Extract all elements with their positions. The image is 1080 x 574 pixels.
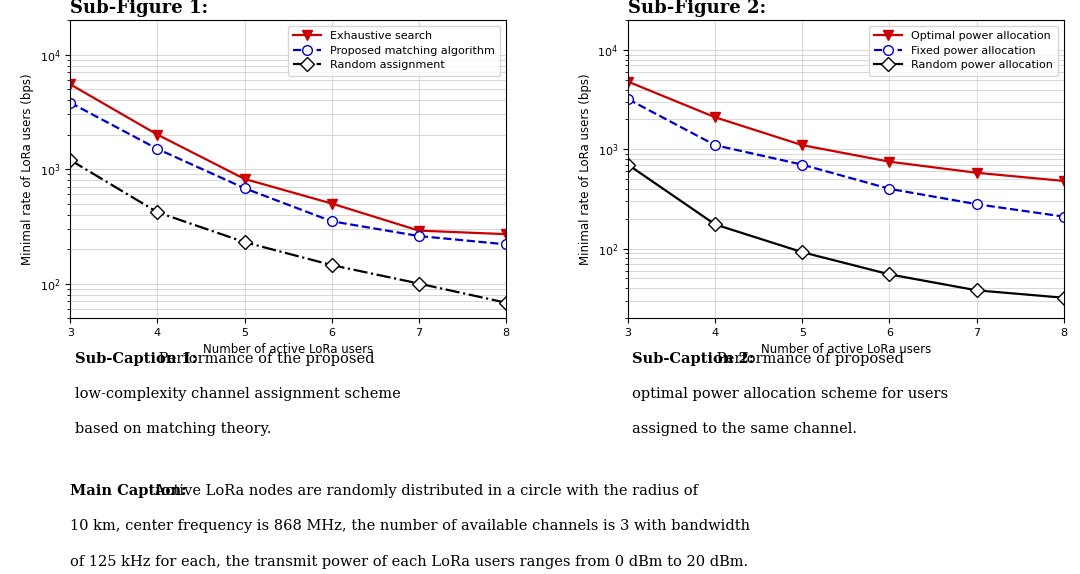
Text: low-complexity channel assignment scheme: low-complexity channel assignment scheme bbox=[75, 387, 401, 401]
Random power allocation bbox=[796, 249, 809, 255]
Y-axis label: Minimal rate of LoRa users (bps): Minimal rate of LoRa users (bps) bbox=[22, 73, 35, 265]
Random assignment bbox=[413, 280, 426, 287]
Random assignment bbox=[238, 239, 251, 246]
Text: Sub-Figure 1:: Sub-Figure 1: bbox=[70, 0, 208, 17]
Proposed matching algorithm bbox=[325, 218, 338, 224]
Line: Optimal power allocation: Optimal power allocation bbox=[623, 77, 1069, 186]
Proposed matching algorithm bbox=[500, 241, 513, 248]
Fixed power allocation bbox=[1057, 213, 1070, 220]
Exhaustive search bbox=[64, 81, 77, 88]
Optimal power allocation bbox=[708, 114, 721, 121]
Optimal power allocation bbox=[796, 142, 809, 149]
Line: Proposed matching algorithm: Proposed matching algorithm bbox=[65, 98, 511, 249]
Text: Sub-Figure 2:: Sub-Figure 2: bbox=[627, 0, 766, 17]
Line: Random power allocation: Random power allocation bbox=[623, 160, 1069, 302]
X-axis label: Number of active LoRa users: Number of active LoRa users bbox=[760, 343, 931, 356]
X-axis label: Number of active LoRa users: Number of active LoRa users bbox=[203, 343, 374, 356]
Exhaustive search bbox=[151, 131, 164, 138]
Random assignment bbox=[64, 157, 77, 164]
Exhaustive search bbox=[500, 231, 513, 238]
Text: assigned to the same channel.: assigned to the same channel. bbox=[633, 422, 858, 436]
Exhaustive search bbox=[413, 227, 426, 234]
Random power allocation bbox=[883, 271, 896, 278]
Random assignment bbox=[151, 209, 164, 216]
Line: Exhaustive search: Exhaustive search bbox=[65, 79, 511, 239]
Fixed power allocation bbox=[970, 201, 983, 208]
Fixed power allocation bbox=[621, 96, 634, 103]
Exhaustive search bbox=[325, 200, 338, 207]
Proposed matching algorithm bbox=[64, 99, 77, 106]
Proposed matching algorithm bbox=[413, 232, 426, 239]
Random assignment bbox=[500, 299, 513, 306]
Text: 10 km, center frequency is 868 MHz, the number of available channels is 3 with b: 10 km, center frequency is 868 MHz, the … bbox=[70, 519, 751, 533]
Text: Sub-Caption 2:: Sub-Caption 2: bbox=[633, 352, 755, 366]
Fixed power allocation bbox=[708, 142, 721, 149]
Text: Performance of the proposed: Performance of the proposed bbox=[153, 352, 375, 366]
Fixed power allocation bbox=[883, 185, 896, 192]
Y-axis label: Minimal rate of LoRa users (bps): Minimal rate of LoRa users (bps) bbox=[579, 73, 592, 265]
Text: optimal power allocation scheme for users: optimal power allocation scheme for user… bbox=[633, 387, 948, 401]
Random power allocation bbox=[970, 287, 983, 294]
Random power allocation bbox=[708, 221, 721, 228]
Optimal power allocation bbox=[621, 78, 634, 85]
Proposed matching algorithm bbox=[238, 185, 251, 192]
Text: Performance of proposed: Performance of proposed bbox=[712, 352, 904, 366]
Optimal power allocation bbox=[970, 169, 983, 176]
Proposed matching algorithm bbox=[151, 145, 164, 152]
Random assignment bbox=[325, 262, 338, 269]
Line: Random assignment: Random assignment bbox=[65, 155, 511, 308]
Fixed power allocation bbox=[796, 161, 809, 168]
Legend: Optimal power allocation, Fixed power allocation, Random power allocation: Optimal power allocation, Fixed power al… bbox=[868, 26, 1058, 76]
Text: Active LoRa nodes are randomly distributed in a circle with the radius of: Active LoRa nodes are randomly distribut… bbox=[150, 484, 699, 498]
Text: Sub-Caption 1:: Sub-Caption 1: bbox=[75, 352, 197, 366]
Optimal power allocation bbox=[1057, 177, 1070, 184]
Text: of 125 kHz for each, the transmit power of each LoRa users ranges from 0 dBm to : of 125 kHz for each, the transmit power … bbox=[70, 555, 748, 569]
Optimal power allocation bbox=[883, 158, 896, 165]
Random power allocation bbox=[1057, 294, 1070, 301]
Text: based on matching theory.: based on matching theory. bbox=[75, 422, 271, 436]
Random power allocation bbox=[621, 161, 634, 168]
Line: Fixed power allocation: Fixed power allocation bbox=[623, 94, 1069, 222]
Legend: Exhaustive search, Proposed matching algorithm, Random assignment: Exhaustive search, Proposed matching alg… bbox=[287, 26, 500, 76]
Exhaustive search bbox=[238, 176, 251, 183]
Text: Main Caption:: Main Caption: bbox=[70, 484, 187, 498]
